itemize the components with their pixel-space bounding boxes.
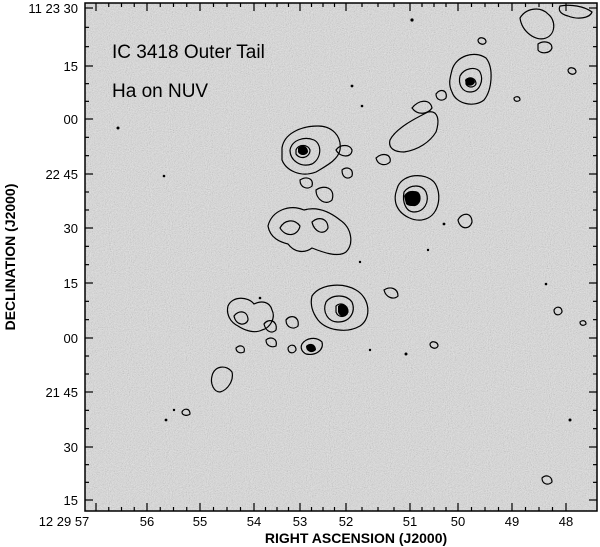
x-tick-label: 54 (247, 514, 261, 529)
y-tick-label: 15 (64, 59, 78, 74)
sky-image (85, 3, 597, 511)
plot-frame (84, 2, 598, 512)
x-tick-label: 53 (293, 514, 307, 529)
y-ticks-right (589, 7, 597, 501)
y-tick-label: 11 23 30 (28, 1, 78, 16)
x-tick-label: 55 (193, 514, 207, 529)
contour-overlay (181, 4, 593, 485)
y-tick-labels: 11 23 30 15 00 22 45 30 15 00 21 45 30 15 (28, 1, 78, 508)
y-tick-label: 22 45 (45, 167, 78, 182)
x-tick-label: 12 29 57 (39, 514, 90, 529)
x-axis-title: RIGHT ASCENSION (J2000) (265, 530, 447, 546)
x-ticks-bottom (95, 503, 567, 511)
y-tick-label: 15 (64, 276, 78, 291)
y-tick-label: 30 (64, 440, 78, 455)
x-tick-label: 52 (339, 514, 353, 529)
x-tick-label: 51 (403, 514, 417, 529)
y-axis-title: DECLINATION (J2000) (2, 184, 18, 331)
y-tick-label: 30 (64, 221, 78, 236)
x-tick-labels: 12 29 57 56 55 54 53 52 51 50 49 48 (39, 514, 574, 529)
plot-title-line1: IC 3418 Outer Tail (112, 42, 265, 63)
y-ticks-left (85, 7, 93, 501)
y-tick-label: 00 (64, 331, 78, 346)
y-tick-label: 21 45 (45, 385, 78, 400)
x-tick-label: 50 (451, 514, 465, 529)
point-sources (116, 18, 572, 422)
plot-title-line2: Ha on NUV (112, 81, 208, 102)
y-tick-label: 00 (64, 112, 78, 127)
x-ticks-top (95, 3, 567, 11)
x-tick-label: 49 (505, 514, 519, 529)
y-tick-label: 15 (64, 493, 78, 508)
x-tick-label: 56 (140, 514, 154, 529)
x-tick-label: 48 (559, 514, 573, 529)
